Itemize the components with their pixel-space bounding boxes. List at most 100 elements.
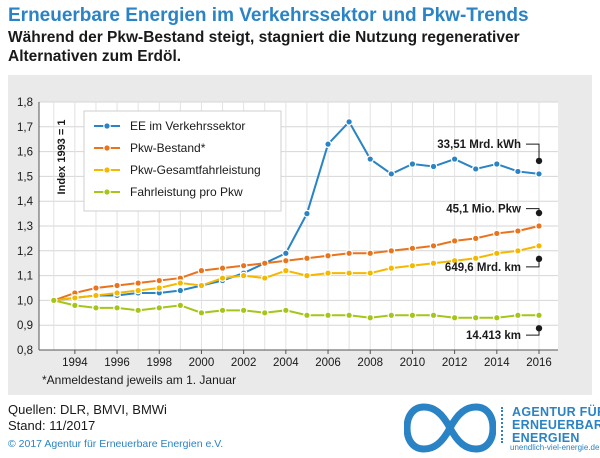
data-point (450, 256, 459, 265)
data-point (92, 284, 100, 292)
infinity-logo-icon (404, 403, 496, 453)
logo-divider (501, 407, 505, 443)
data-point (155, 304, 164, 312)
data-point (176, 286, 185, 295)
legend-box (83, 110, 282, 212)
y-tick-label: 1,6 (17, 147, 33, 159)
data-point (514, 167, 522, 176)
legend-swatch-dot (103, 122, 111, 130)
data-point (134, 286, 142, 295)
x-tick-label: 2000 (189, 357, 215, 369)
data-point (303, 271, 311, 280)
x-tick-label: 1994 (62, 357, 88, 369)
copyright: © 2017 Agentur für Erneuerbare Energien … (8, 438, 224, 450)
data-point (535, 311, 543, 320)
data-point (71, 294, 79, 302)
data-point (493, 249, 501, 258)
data-point (535, 242, 543, 250)
data-point (514, 311, 522, 320)
data-point (71, 301, 79, 310)
data-point (450, 155, 459, 163)
data-point (197, 281, 206, 290)
x-tick-label: 2010 (400, 357, 426, 369)
x-tick-label: 2006 (315, 357, 341, 369)
data-point (345, 311, 353, 320)
data-point (387, 247, 396, 255)
data-point (471, 234, 480, 243)
data-point (176, 301, 185, 310)
x-tick-label: 2004 (273, 357, 299, 369)
data-point (345, 249, 353, 258)
annotation-marker (535, 157, 543, 165)
x-tick-label: 2012 (442, 357, 468, 369)
annotation-bracket (526, 143, 540, 161)
data-point (282, 249, 290, 258)
data-point (218, 306, 227, 315)
x-tick-label: 2014 (484, 357, 510, 369)
data-point (197, 266, 206, 275)
data-point (450, 313, 459, 322)
x-tick-label: 2016 (526, 357, 552, 369)
data-point (239, 306, 248, 315)
data-point (408, 160, 417, 168)
y-tick-label: 1,4 (17, 196, 34, 208)
data-point (429, 311, 438, 320)
data-point (471, 313, 480, 322)
data-point (408, 244, 417, 253)
legend-label: EE im Verkehrssektor (130, 119, 245, 133)
data-point (493, 313, 501, 322)
logo-line-1: AGENTUR FÜR (512, 405, 600, 419)
annotation-label: 14.413 km (466, 330, 521, 342)
data-point (324, 140, 332, 148)
annotation-label: 649,6 Mrd. km (445, 262, 521, 274)
data-point (493, 160, 501, 168)
x-tick-label: 1996 (104, 357, 130, 369)
legend-label: Fahrleistung pro Pkw (130, 185, 243, 199)
x-tick-label: 1998 (146, 357, 172, 369)
data-point (134, 279, 142, 287)
data-point (155, 284, 164, 292)
data-point (408, 261, 417, 270)
chart-title: Erneuerbare Energien im Verkehrssektor u… (8, 5, 529, 26)
data-point (239, 261, 248, 270)
data-point (282, 306, 290, 315)
y-tick-label: 1,0 (17, 295, 33, 307)
data-point (366, 155, 375, 163)
data-point (450, 237, 459, 245)
data-point (324, 269, 332, 277)
data-point (303, 209, 311, 218)
annotation-label: 33,51 Mrd. kWh (437, 139, 521, 151)
data-point (260, 308, 269, 317)
data-point (218, 274, 227, 282)
data-point (429, 242, 438, 250)
data-point (535, 170, 543, 178)
annotation-marker (535, 255, 543, 263)
y-axis-label: Index 1993 = 1 (56, 120, 68, 195)
data-point (303, 311, 311, 320)
annotation-marker (535, 209, 543, 217)
data-point (239, 271, 248, 280)
annotation-label: 45,1 Mio. Pkw (446, 204, 521, 216)
data-point (366, 269, 375, 277)
data-point (282, 256, 290, 265)
y-tick-label: 1,8 (17, 97, 33, 109)
data-point (387, 311, 396, 320)
legend-swatch-dot (103, 144, 111, 152)
data-point (429, 162, 438, 171)
data-point (387, 264, 396, 272)
legend-label: Pkw-Bestand* (130, 141, 206, 155)
x-tick-label: 2008 (357, 357, 383, 369)
legend-swatch-dot (103, 188, 111, 196)
y-tick-label: 0,9 (17, 320, 33, 332)
y-tick-label: 1,5 (17, 171, 33, 183)
data-point (535, 222, 543, 230)
legend-swatch-dot (103, 166, 111, 174)
legend-label: Pkw-Gesamtfahrleistung (130, 163, 261, 177)
x-tick-label: 2002 (231, 357, 257, 369)
data-point (324, 311, 332, 320)
chart-subtitle: Während der Pkw-Bestand steigt, stagnier… (8, 29, 520, 65)
data-point (197, 308, 206, 317)
data-point (282, 266, 290, 275)
